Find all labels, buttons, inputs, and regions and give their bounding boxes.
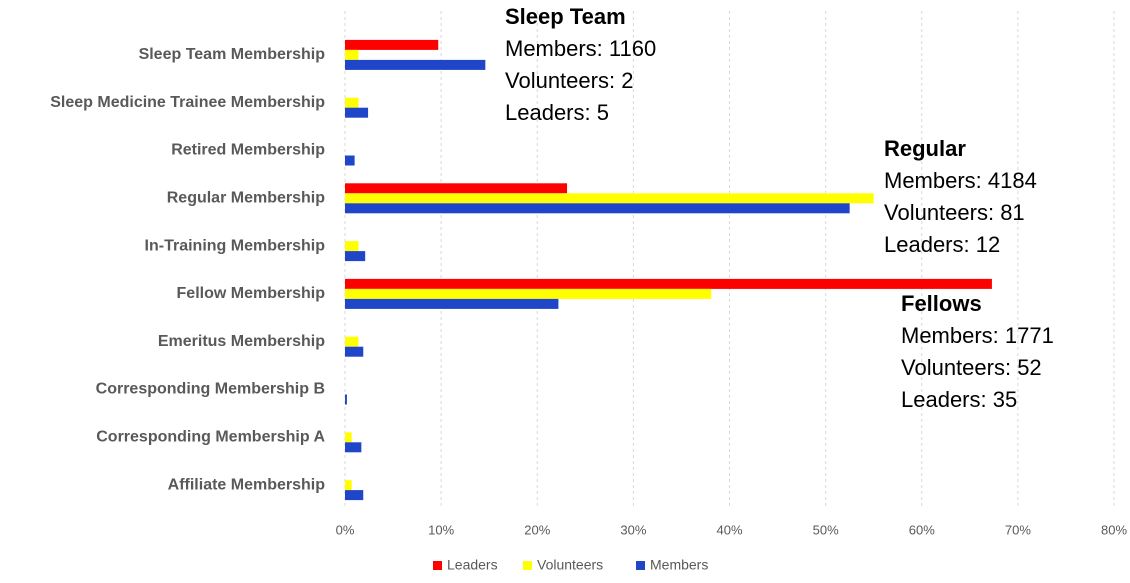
x-tick-label: 30%: [620, 522, 646, 537]
bar: [345, 480, 352, 491]
bar: [345, 346, 364, 357]
bar: [345, 394, 347, 405]
bar: [345, 203, 850, 214]
bar: [345, 59, 486, 70]
annotation-line: Leaders: 12: [884, 232, 1000, 257]
annotation-line: Members: 1771: [901, 323, 1054, 348]
bar: [345, 298, 559, 309]
bar: [345, 107, 369, 118]
bar: [345, 432, 352, 443]
x-tick-label: 20%: [524, 522, 550, 537]
x-tick-label: 0%: [336, 522, 355, 537]
annotation-line: Members: 4184: [884, 168, 1037, 193]
x-tick-label: 60%: [909, 522, 935, 537]
category-label: Sleep Team Membership: [139, 46, 326, 63]
bar: [345, 49, 359, 60]
x-tick-label: 70%: [1005, 522, 1031, 537]
annotation-line: Volunteers: 2: [505, 68, 633, 93]
bar: [345, 241, 359, 252]
annotation-title: Sleep Team: [505, 4, 626, 29]
legend-swatch: [636, 561, 645, 570]
legend-label: Volunteers: [537, 557, 603, 573]
legend-swatch: [523, 561, 532, 570]
category-label: Retired Membership: [171, 142, 325, 159]
category-label: In-Training Membership: [145, 237, 326, 254]
category-label: Corresponding Membership B: [96, 381, 325, 398]
category-label: Emeritus Membership: [158, 333, 325, 350]
annotation-title: Regular: [884, 136, 966, 161]
annotation-title: Fellows: [901, 291, 982, 316]
bar: [345, 278, 992, 289]
bar: [345, 251, 366, 262]
bar: [345, 288, 712, 299]
x-tick-label: 10%: [428, 522, 454, 537]
bar: [345, 39, 439, 50]
category-label: Regular Membership: [167, 190, 325, 207]
annotation-line: Members: 1160: [505, 36, 656, 61]
x-tick-label: 50%: [813, 522, 839, 537]
category-label: Fellow Membership: [177, 285, 326, 302]
bar: [345, 183, 568, 194]
bar: [345, 336, 359, 347]
legend-label: Members: [650, 557, 708, 573]
legend-swatch: [433, 561, 442, 570]
legend-label: Leaders: [447, 557, 498, 573]
category-label: Affiliate Membership: [168, 476, 326, 493]
x-tick-label: 80%: [1101, 522, 1127, 537]
category-label: Sleep Medicine Trainee Membership: [50, 94, 325, 111]
annotation-line: Volunteers: 52: [901, 355, 1042, 380]
bar: [345, 442, 362, 453]
x-tick-label: 40%: [716, 522, 742, 537]
bar: [345, 155, 355, 166]
category-label: Corresponding Membership A: [96, 429, 325, 446]
bar: [345, 97, 359, 108]
annotation-line: Volunteers: 81: [884, 200, 1025, 225]
annotation-line: Leaders: 5: [505, 100, 609, 125]
bar: [345, 193, 874, 204]
annotation-line: Leaders: 35: [901, 387, 1017, 412]
bar: [345, 490, 364, 501]
